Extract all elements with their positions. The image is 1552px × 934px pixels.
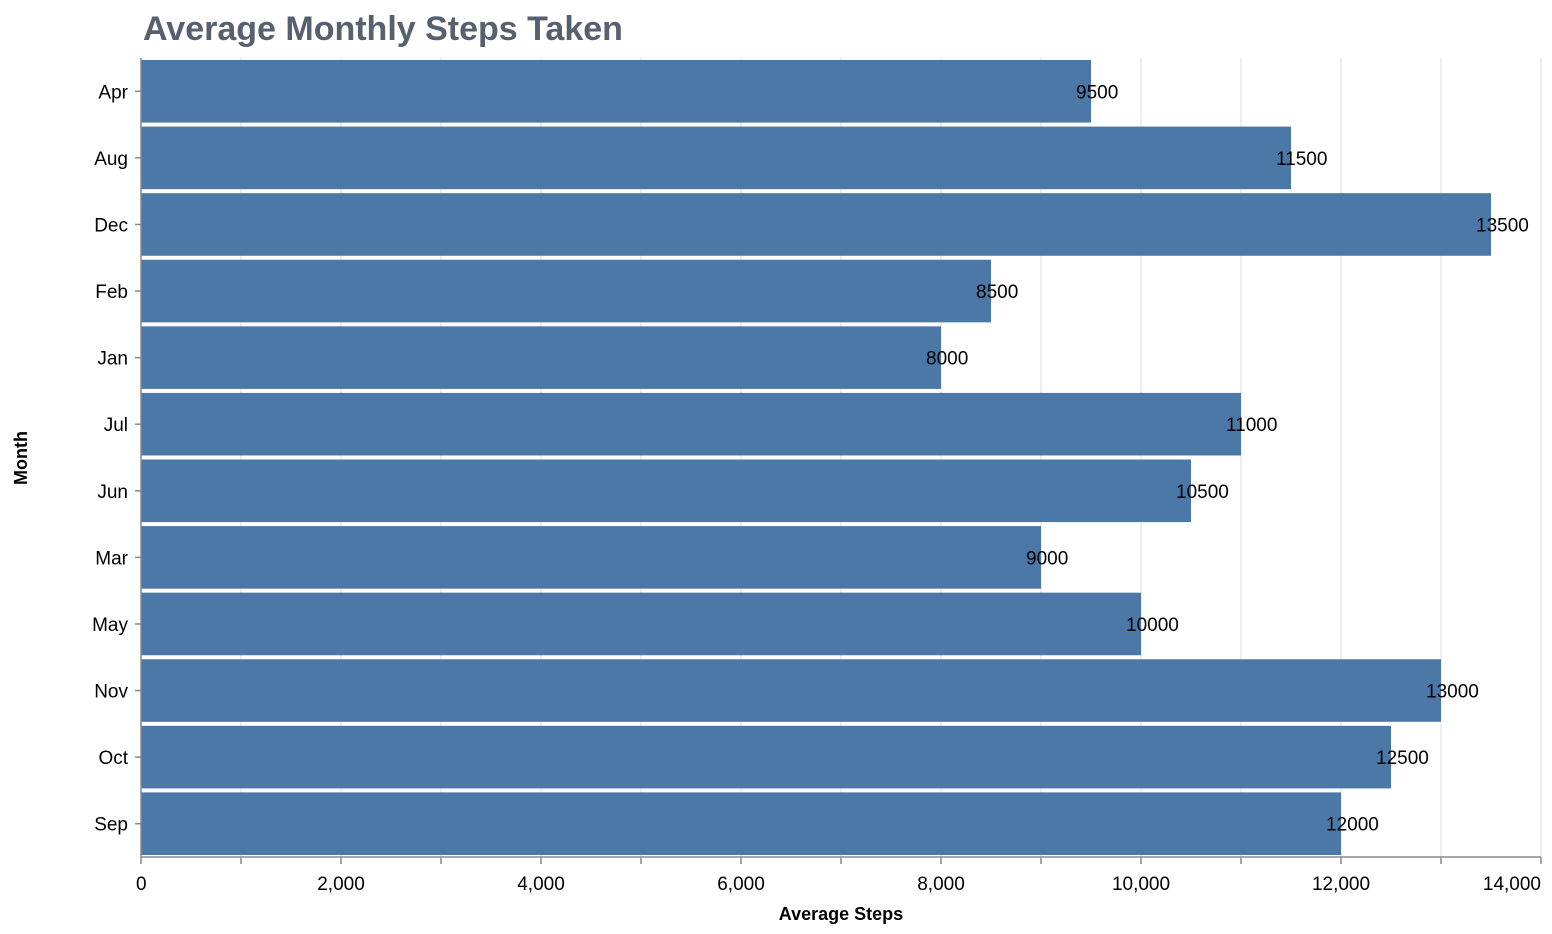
y-tick-label: Aug (94, 149, 128, 170)
x-axis: 0 2,000 4,000 6,000 8,000 10,000 12,000 14,000 (136, 856, 1542, 895)
data-label-apr: 9500 (1076, 82, 1118, 103)
bar-feb (141, 259, 991, 323)
y-tick-label: Jun (97, 482, 128, 503)
x-tick-label: 6,000 (717, 874, 765, 895)
bar-apr (141, 60, 1091, 123)
data-label-jan: 8000 (926, 349, 968, 370)
y-axis-title: Month (11, 431, 31, 485)
bar-jun (141, 459, 1191, 523)
y-tick-label: Nov (94, 682, 128, 703)
data-label-sep: 12000 (1326, 815, 1379, 836)
x-tick-label: 2,000 (317, 874, 365, 895)
bar-dec (141, 193, 1491, 256)
x-tick-label: 8,000 (917, 874, 965, 895)
y-tick-label: May (92, 615, 128, 636)
bar-may (141, 592, 1141, 656)
y-tick-label: Jul (104, 415, 128, 436)
x-axis-title: Average Steps (779, 904, 903, 924)
x-tick-label: 4,000 (517, 874, 565, 895)
x-tick-label: 14,000 (1483, 874, 1541, 895)
bar-mar (141, 526, 1041, 589)
bar-jan (141, 326, 941, 389)
data-label-jul: 11000 (1226, 415, 1277, 436)
data-label-nov: 13000 (1426, 682, 1479, 703)
data-label-jun: 10500 (1176, 482, 1229, 503)
grid-lines (140, 58, 1542, 857)
data-labels: 9500 11500 13500 8500 8000 11000 10500 9000 1000… (926, 82, 1529, 835)
y-tick-label: Feb (95, 282, 128, 303)
bar-nov (141, 659, 1441, 722)
bar-sep (141, 792, 1341, 855)
y-tick-label: Dec (94, 215, 128, 236)
data-label-may: 10000 (1126, 615, 1179, 636)
bar-jul (141, 392, 1241, 456)
chart-title: Average Monthly Steps Taken (143, 10, 623, 48)
data-label-feb: 8500 (976, 282, 1018, 303)
y-tick-label: Sep (94, 815, 128, 836)
bar-aug (141, 126, 1291, 190)
bar-oct (141, 725, 1391, 789)
data-label-dec: 13500 (1476, 215, 1529, 236)
y-tick-label: Mar (95, 548, 128, 569)
y-tick-label: Jan (97, 349, 128, 370)
x-tick-label: 12,000 (1312, 874, 1370, 895)
bars (141, 60, 1491, 855)
y-tick-label: Oct (98, 748, 128, 769)
y-axis: Apr Aug Dec Feb Jan Jul Jun Mar May Nov Oct Sep (92, 58, 142, 857)
data-label-aug: 11500 (1276, 149, 1327, 170)
x-tick-label: 10,000 (1112, 874, 1170, 895)
y-tick-label: Apr (98, 82, 128, 103)
x-tick-label: 0 (136, 874, 147, 895)
data-label-mar: 9000 (1026, 548, 1068, 569)
data-label-oct: 12500 (1376, 748, 1429, 769)
